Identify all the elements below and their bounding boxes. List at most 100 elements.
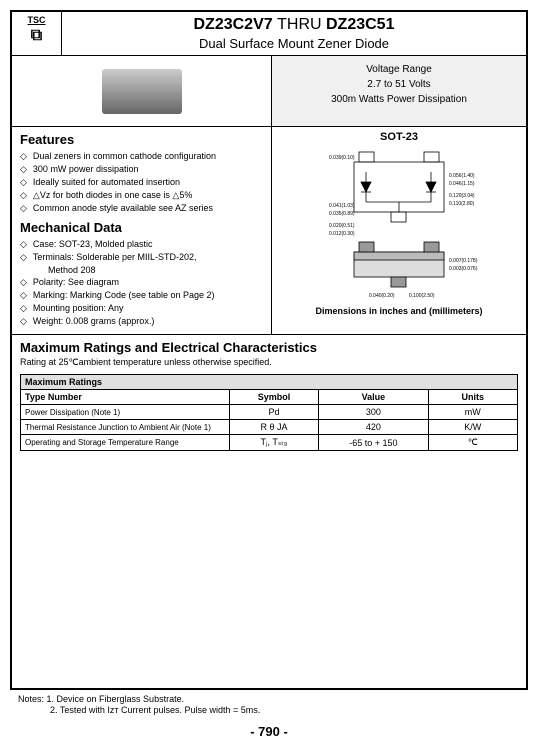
title-subtitle: Dual Surface Mount Zener Diode	[66, 36, 522, 51]
sot23-render	[102, 69, 182, 114]
diamond-icon: ◇	[20, 164, 27, 175]
feature-item: ◇ 300 mW power dissipation	[20, 164, 263, 175]
col-units: Units	[428, 390, 517, 405]
cell-units: mW	[428, 405, 517, 420]
ratings-section: Maximum Ratings and Electrical Character…	[12, 335, 526, 456]
table-row: Power Dissipation (Note 1)Pd300mW	[21, 405, 518, 420]
header-row: TSC ⧉ DZ23C2V7 THRU DZ23C51 Dual Surface…	[12, 12, 526, 56]
package-image-cell	[12, 56, 272, 126]
cell-value: 300	[319, 405, 428, 420]
svg-text:0.041(1.03): 0.041(1.03)	[329, 203, 355, 209]
title-main: DZ23C2V7 THRU DZ23C51	[66, 16, 522, 34]
feature-text: Common anode style available see AZ seri…	[33, 203, 263, 213]
feature-item: ◇ Dual zeners in common cathode configura…	[20, 151, 263, 162]
cell-label: Operating and Storage Temperature Range	[21, 435, 230, 451]
title-cell: DZ23C2V7 THRU DZ23C51 Dual Surface Mount…	[62, 12, 526, 55]
col-symbol: Symbol	[229, 390, 318, 405]
voltage-line3: 300m Watts Power Dissipation	[278, 92, 520, 107]
diamond-icon: ◇	[20, 277, 27, 288]
brand-symbol: ⧉	[31, 27, 42, 45]
table-row: Thermal Resistance Junction to Ambient A…	[21, 420, 518, 435]
features-column: Features ◇ Dual zeners in common cathode …	[12, 127, 272, 334]
voltage-cell: Voltage Range 2.7 to 51 Volts 300m Watts…	[272, 56, 526, 126]
table-header-row: Type Number Symbol Value Units	[21, 390, 518, 405]
cell-units: K/W	[428, 420, 517, 435]
voltage-line1: Voltage Range	[278, 62, 520, 77]
diamond-icon: ◇	[20, 239, 27, 250]
mechanical-text: Marking: Marking Code (see table on Page…	[33, 290, 263, 300]
mechanical-item: ◇Case: SOT-23, Molded plastic	[20, 239, 263, 250]
note-2: 2. Tested with Iᴢᴛ Current pulses. Pulse…	[50, 705, 520, 715]
feature-text: Dual zeners in common cathode configurat…	[33, 151, 263, 161]
notes-section: Notes: 1. Device on Fiberglass Substrate…	[10, 690, 528, 720]
feature-item: ◇ Ideally suited for automated insertion	[20, 177, 263, 188]
diamond-icon: ◇	[20, 190, 27, 201]
svg-text:0.035(0.89): 0.035(0.89)	[329, 211, 355, 217]
title-connector: THRU	[277, 16, 321, 33]
svg-text:0.020(0.51): 0.020(0.51)	[329, 223, 355, 229]
diamond-icon: ◇	[20, 203, 27, 214]
svg-text:0.056(1.40): 0.056(1.40)	[449, 173, 475, 179]
cell-value: 420	[319, 420, 428, 435]
feature-text: 300 mW power dissipation	[33, 164, 263, 174]
features-list: ◇ Dual zeners in common cathode configura…	[20, 151, 263, 214]
svg-text:0.120(3.04): 0.120(3.04)	[449, 193, 475, 199]
cell-symbol: R θ JA	[229, 420, 318, 435]
svg-text:0.100(2.50): 0.100(2.50)	[409, 293, 435, 299]
diamond-icon: ◇	[20, 303, 27, 314]
diagram-column: SOT-23	[272, 127, 526, 334]
table-row: Operating and Storage Temperature RangeT…	[21, 435, 518, 451]
table-title: Maximum Ratings	[21, 375, 518, 390]
mechanical-subtext: Method 208	[48, 265, 263, 275]
col-value: Value	[319, 390, 428, 405]
diamond-icon: ◇	[20, 252, 27, 263]
ratings-heading: Maximum Ratings and Electrical Character…	[20, 340, 518, 355]
mechanical-text: Polarity: See diagram	[33, 277, 263, 287]
mechanical-item: ◇ Polarity: See diagram	[20, 277, 263, 288]
table-title-row: Maximum Ratings	[21, 375, 518, 390]
cell-label: Thermal Resistance Junction to Ambient A…	[21, 420, 230, 435]
mechanical-text: Weight: 0.008 grams (approx.)	[33, 316, 263, 326]
feature-item: ◇ △Vz for both diodes in one case is △5%	[20, 190, 263, 201]
diamond-icon: ◇	[20, 177, 27, 188]
svg-text:0.007(0.178): 0.007(0.178)	[449, 258, 478, 264]
diamond-icon: ◇	[20, 151, 27, 162]
package-diagram: 0.039(0.10) 0.056(1.40) 0.046(1.15) 0.12…	[276, 147, 522, 302]
svg-text:0.003(0.076): 0.003(0.076)	[449, 266, 478, 272]
page-number: - 790 -	[10, 724, 528, 739]
mechanical-item: ◇ Terminals: Solderable per MIIL-STD-202,	[20, 252, 263, 263]
ratings-table: Maximum Ratings Type Number Symbol Value…	[20, 374, 518, 451]
cell-units: ℃	[428, 435, 517, 451]
features-heading: Features	[20, 132, 263, 147]
mechanical-text: Mounting position: Any	[33, 303, 263, 313]
mechanical-list: ◇Case: SOT-23, Molded plastic◇Terminals:…	[20, 239, 263, 327]
cell-value: -65 to + 150	[319, 435, 428, 451]
cell-symbol: Tⱼ, Tₛₜ₉	[229, 435, 318, 451]
page-frame: TSC ⧉ DZ23C2V7 THRU DZ23C51 Dual Surface…	[10, 10, 528, 690]
cell-symbol: Pd	[229, 405, 318, 420]
diamond-icon: ◇	[20, 316, 27, 327]
mechanical-item: ◇ Marking: Marking Code (see table on Pag…	[20, 290, 263, 301]
cell-label: Power Dissipation (Note 1)	[21, 405, 230, 420]
ratings-subheading: Rating at 25℃ambient temperature unless …	[20, 357, 518, 368]
dimensions-caption: Dimensions in inches and (millimeters)	[276, 306, 522, 316]
brand-text: TSC	[28, 15, 46, 25]
second-row: Voltage Range 2.7 to 51 Volts 300m Watts…	[12, 56, 526, 127]
diamond-icon: ◇	[20, 290, 27, 301]
svg-text:0.039(0.10): 0.039(0.10)	[329, 155, 355, 161]
mechanical-item: ◇ Mounting position: Any	[20, 303, 263, 314]
feature-text: △Vz for both diodes in one case is △5%	[33, 190, 263, 201]
note-1: Notes: 1. Device on Fiberglass Substrate…	[18, 694, 520, 704]
voltage-line2: 2.7 to 51 Volts	[278, 77, 520, 92]
package-label: SOT-23	[276, 131, 522, 143]
feature-text: Ideally suited for automated insertion	[33, 177, 263, 187]
part-start: DZ23C2V7	[194, 16, 273, 33]
col-type: Type Number	[21, 390, 230, 405]
logo-cell: TSC ⧉	[12, 12, 62, 55]
features-row: Features ◇ Dual zeners in common cathode …	[12, 127, 526, 335]
svg-text:0.046(1.15): 0.046(1.15)	[449, 181, 475, 187]
mechanical-heading: Mechanical Data	[20, 220, 263, 235]
mechanical-text: Terminals: Solderable per MIIL-STD-202,	[33, 252, 263, 262]
mechanical-item: ◇ Weight: 0.008 grams (approx.)	[20, 316, 263, 327]
svg-text:0.040(0.20): 0.040(0.20)	[369, 293, 395, 299]
